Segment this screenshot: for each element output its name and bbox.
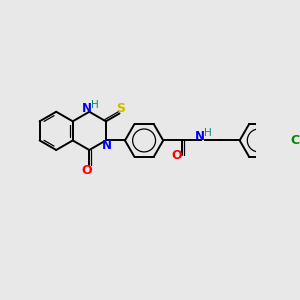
Text: N: N [102, 139, 112, 152]
Text: Cl: Cl [290, 134, 300, 147]
Text: O: O [81, 164, 92, 177]
Text: H: H [91, 100, 99, 110]
Text: N: N [82, 102, 92, 115]
Text: H: H [204, 128, 212, 138]
Text: O: O [171, 149, 182, 162]
Text: N: N [195, 130, 205, 143]
Text: S: S [116, 102, 125, 115]
